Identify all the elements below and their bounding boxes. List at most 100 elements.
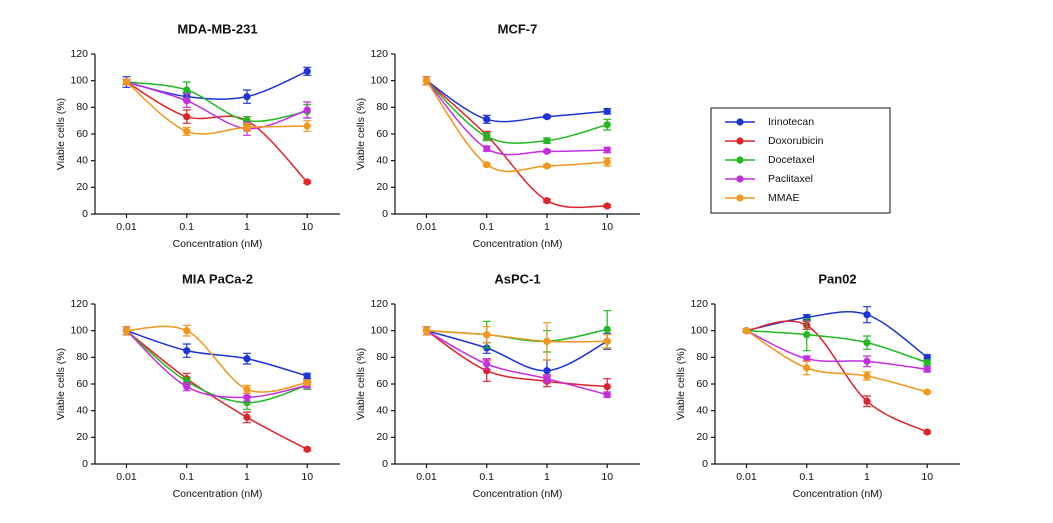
legend-box xyxy=(710,107,891,214)
fit-curve xyxy=(125,330,308,399)
legend-label: MMAE xyxy=(768,192,800,204)
y-axis-label: Viable cells (%) xyxy=(355,98,367,170)
legend-marker xyxy=(736,156,744,164)
y-tick-label: 40 xyxy=(76,154,88,166)
fit-curve xyxy=(126,330,308,450)
data-point xyxy=(243,93,251,101)
data-point xyxy=(923,365,931,373)
legend-marker xyxy=(736,194,744,202)
data-point xyxy=(603,337,611,345)
x-tick-label: 0.01 xyxy=(416,471,437,483)
fit-curve xyxy=(746,329,928,371)
data-point xyxy=(603,146,611,154)
legend-label: Paclitaxel xyxy=(768,173,813,185)
fit-curve xyxy=(426,329,608,372)
fit-curve xyxy=(126,325,308,393)
chart-title: MCF-7 xyxy=(498,21,538,36)
y-tick-label: 120 xyxy=(370,298,388,310)
chart-title: MDA-MB-231 xyxy=(177,21,257,36)
y-tick-label: 80 xyxy=(696,351,708,363)
y-tick-label: 0 xyxy=(382,458,388,470)
data-point xyxy=(303,379,311,387)
y-tick-label: 100 xyxy=(370,74,388,86)
data-point xyxy=(803,364,811,372)
data-point xyxy=(183,113,191,121)
x-tick-label: 0.01 xyxy=(116,471,137,483)
x-tick-label: 0.1 xyxy=(179,471,194,483)
data-point xyxy=(303,445,311,453)
data-point xyxy=(923,428,931,436)
data-point xyxy=(303,67,311,75)
y-tick-label: 100 xyxy=(690,324,708,336)
panel: MDA-MB-231 0 20 40 60 80 100 120 0.01 0.1 1 10 Conce… xyxy=(55,21,340,250)
y-tick-label: 0 xyxy=(82,208,88,220)
y-tick-label: 0 xyxy=(382,208,388,220)
data-point xyxy=(183,86,191,94)
data-point xyxy=(183,127,191,135)
data-point xyxy=(243,123,251,131)
y-tick-label: 0 xyxy=(702,458,708,470)
data-point xyxy=(483,360,491,368)
data-point xyxy=(243,413,251,421)
data-point xyxy=(243,355,251,363)
y-tick-label: 0 xyxy=(82,458,88,470)
y-tick-label: 120 xyxy=(70,298,88,310)
x-tick-label: 1 xyxy=(544,471,550,483)
fit-curve xyxy=(425,80,608,144)
x-tick-label: 10 xyxy=(601,221,613,233)
data-point xyxy=(603,121,611,129)
data-point xyxy=(603,325,611,333)
y-tick-label: 20 xyxy=(696,431,708,443)
data-point xyxy=(863,372,871,380)
data-point xyxy=(543,367,551,375)
legend-marker xyxy=(736,118,744,126)
data-point xyxy=(303,106,311,114)
data-point xyxy=(863,339,871,347)
legend-label: Irinotecan xyxy=(768,116,814,128)
fit-curve xyxy=(126,329,308,377)
fit-curve xyxy=(746,329,928,364)
data-point xyxy=(543,337,551,345)
x-tick-label: 1 xyxy=(864,471,870,483)
data-point xyxy=(863,357,871,365)
fit-curve xyxy=(126,81,308,135)
data-point xyxy=(543,113,551,121)
data-point xyxy=(483,115,491,123)
fit-curve xyxy=(426,80,608,123)
y-tick-label: 60 xyxy=(376,128,388,140)
fit-curve xyxy=(746,311,928,358)
data-point xyxy=(803,331,811,339)
y-axis-label: Viable cells (%) xyxy=(55,348,67,420)
data-point xyxy=(543,197,551,205)
data-point xyxy=(923,359,931,367)
y-tick-label: 80 xyxy=(76,351,88,363)
x-tick-label: 0.1 xyxy=(479,471,494,483)
data-point xyxy=(742,327,751,335)
legend-label: Docetaxel xyxy=(768,154,815,166)
data-point xyxy=(483,161,491,169)
x-tick-label: 10 xyxy=(301,471,313,483)
data-point xyxy=(803,355,811,363)
y-tick-label: 60 xyxy=(76,378,88,390)
x-tick-label: 0.1 xyxy=(179,221,194,233)
y-tick-label: 80 xyxy=(76,101,88,113)
fit-curve xyxy=(426,329,608,343)
panel: MIA PaCa-2 0 20 40 60 80 100 120 0.01 0.1 1 10 Conce… xyxy=(55,271,340,500)
chart-title: AsPC-1 xyxy=(494,271,540,286)
y-tick-label: 100 xyxy=(70,324,88,336)
data-point xyxy=(543,137,551,145)
y-tick-label: 100 xyxy=(70,74,88,86)
data-point xyxy=(483,133,491,141)
y-axis-label: Viable cells (%) xyxy=(675,348,687,420)
fit-curve xyxy=(126,70,308,100)
y-tick-label: 80 xyxy=(376,101,388,113)
legend-marker xyxy=(736,175,744,183)
fit-curve xyxy=(425,80,608,209)
x-tick-label: 0.01 xyxy=(416,221,437,233)
data-point xyxy=(303,178,311,186)
y-tick-label: 40 xyxy=(76,404,88,416)
x-axis-label: Concentration (nM) xyxy=(793,488,883,500)
legend-label: Doxorubicin xyxy=(768,135,824,147)
y-tick-label: 20 xyxy=(376,181,388,193)
data-point xyxy=(603,391,611,399)
